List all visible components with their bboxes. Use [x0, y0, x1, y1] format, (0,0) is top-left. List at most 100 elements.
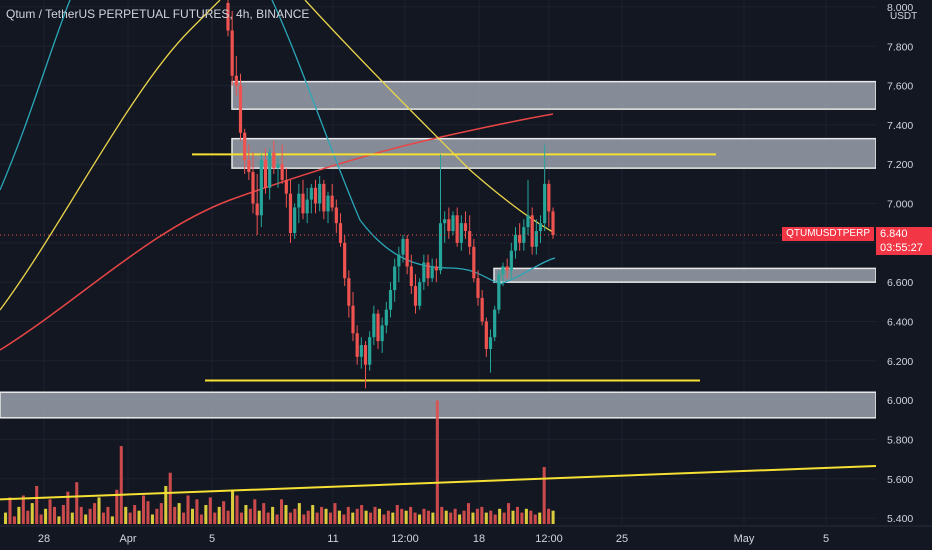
- volume-bar: [462, 510, 466, 524]
- volume-bar: [391, 512, 395, 524]
- volume-bar: [110, 516, 114, 524]
- volume-bar: [173, 506, 177, 524]
- candle-body: [363, 345, 368, 365]
- candle-body: [534, 231, 538, 247]
- candle-body: [405, 238, 409, 267]
- candle-body: [372, 313, 376, 338]
- volume-bar: [235, 495, 239, 524]
- time-tick-label: 5: [823, 533, 829, 545]
- volume-bar: [21, 495, 25, 524]
- candle-body: [368, 337, 372, 365]
- candle-body: [343, 242, 347, 279]
- candle-body: [309, 187, 313, 200]
- time-tick-label: 11: [327, 533, 338, 545]
- candle-body: [513, 234, 518, 251]
- candle-body: [276, 164, 280, 169]
- candle-body: [484, 321, 488, 349]
- volume-bar: [142, 495, 146, 524]
- volume-bar: [88, 508, 92, 524]
- volume-bar: [30, 503, 34, 524]
- volume-bar: [453, 508, 457, 524]
- volume-bar: [75, 482, 79, 524]
- volume-bar: [186, 495, 190, 524]
- volume-bar: [4, 512, 8, 524]
- volume-bar: [377, 508, 381, 524]
- volume-bar: [208, 497, 212, 524]
- candle-body: [422, 262, 426, 283]
- volume-bar: [507, 503, 511, 524]
- volume-bar: [106, 506, 110, 524]
- candle-body: [522, 227, 526, 243]
- volume-bar: [351, 512, 355, 524]
- candle-body: [480, 297, 484, 322]
- volume-bar: [324, 508, 328, 524]
- volume-bar: [466, 503, 471, 524]
- price-tick-label: 5.400: [887, 513, 913, 525]
- volume-bar: [524, 508, 528, 524]
- candle-body: [493, 309, 497, 338]
- candle-body: [551, 211, 555, 235]
- volume-bar: [288, 512, 292, 524]
- volume-bar: [533, 514, 537, 524]
- volume-bar: [190, 508, 195, 524]
- volume-bar: [484, 512, 488, 524]
- volume-bar: [529, 510, 533, 524]
- time-tick-label: Apr: [119, 533, 136, 545]
- volume-bar: [346, 506, 350, 524]
- candle-body: [318, 183, 322, 204]
- volume-bar: [119, 446, 123, 524]
- volume-bar: [458, 514, 462, 524]
- time-tick-label: May: [734, 533, 755, 545]
- volume-bar: [44, 508, 48, 524]
- volume-bar: [222, 501, 226, 524]
- price-tick-label: 8.000: [887, 2, 913, 14]
- candle-body: [347, 278, 351, 306]
- volume-bar: [382, 514, 386, 524]
- volume-bar: [364, 510, 368, 524]
- volume-bar: [284, 505, 288, 524]
- volume-bar: [444, 510, 448, 524]
- candle-body: [501, 266, 505, 275]
- price-tick-label: 5.800: [887, 434, 913, 446]
- volume-bar: [8, 497, 12, 524]
- candle-body: [438, 223, 443, 271]
- candle-body: [455, 215, 459, 243]
- volume-bar: [297, 503, 301, 524]
- candle-body: [451, 215, 455, 232]
- moving-average-teal: [0, 0, 556, 285]
- volume-bar: [293, 508, 297, 524]
- candle-body: [251, 172, 255, 204]
- volume-bar: [515, 506, 519, 524]
- candle-body: [230, 30, 234, 76]
- volume-bar: [266, 512, 270, 524]
- candle-body: [476, 278, 480, 298]
- time-tick-label: 18: [473, 533, 485, 545]
- candle-body: [443, 219, 447, 224]
- volume-bar: [520, 512, 524, 524]
- volume-bar: [342, 514, 346, 524]
- volume-bar: [226, 510, 230, 524]
- candle-body: [468, 231, 472, 247]
- price-tick-label: 6.000: [887, 395, 913, 407]
- candle-body: [426, 262, 430, 279]
- volume-bar: [449, 512, 453, 524]
- candle-body: [472, 246, 476, 279]
- volume-bar: [471, 512, 475, 524]
- candle-body: [359, 345, 363, 357]
- candle-body: [234, 75, 238, 86]
- candle-body: [526, 215, 530, 228]
- volume-bar: [502, 512, 506, 524]
- volume-bar: [498, 508, 502, 524]
- volume-bar: [199, 514, 203, 524]
- volume-bar: [404, 510, 408, 524]
- volume-trend-line: [0, 464, 877, 501]
- candle-body: [255, 203, 259, 216]
- candle-body: [547, 183, 551, 212]
- volume-bar: [70, 512, 74, 524]
- volume-bar: [475, 508, 479, 524]
- candle-body: [380, 325, 384, 342]
- price-tick-label: 7.800: [887, 41, 913, 53]
- candle-body: [518, 234, 522, 243]
- volume-bar: [271, 506, 275, 524]
